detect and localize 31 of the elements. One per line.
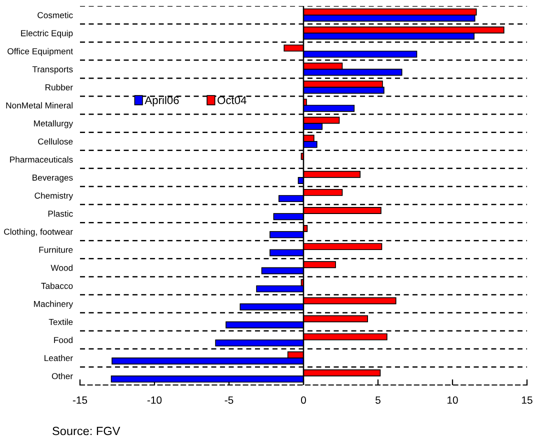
y-tick-label: Tabacco <box>41 282 73 289</box>
x-tick-label: 5 <box>376 396 380 404</box>
y-tick-label: Beverages <box>32 174 73 182</box>
source-note: Source: FGV <box>52 426 120 436</box>
y-tick-label: Plastic <box>48 210 73 217</box>
x-tick-label: 0 <box>301 396 306 404</box>
y-tick-label: NonMetal Mineral <box>6 102 72 108</box>
y-tick-label: Textile <box>48 318 73 326</box>
x-tick-label: -5 <box>224 396 234 404</box>
y-tick-label: Cosmetic <box>38 12 73 18</box>
y-tick-label: Clothing, footwear <box>4 228 73 236</box>
y-tick-label: Transports <box>32 66 73 74</box>
y-tick-label: Pharmaceuticals <box>10 156 73 163</box>
x-tick-label: -10 <box>147 396 162 404</box>
legend-label: April06 <box>144 96 179 106</box>
y-tick-label: Cellulose <box>38 138 73 145</box>
y-tick-label: Office Equipment <box>8 48 73 56</box>
y-tick-label: Electric Equip <box>21 30 73 38</box>
y-tick-label: Wood <box>50 264 72 271</box>
y-tick-label: Rubber <box>46 84 73 90</box>
x-tick-label: 15 <box>522 396 532 404</box>
x-tick-label: 10 <box>448 396 458 404</box>
legend-label: Oct04 <box>218 96 246 104</box>
y-tick-label: Other <box>52 372 73 380</box>
y-tick-label: Furniture <box>39 246 73 253</box>
y-tick-label: Machinery <box>34 300 74 309</box>
x-tick-label: -15 <box>72 396 88 404</box>
y-tick-label: Metallurgy <box>34 120 74 128</box>
y-tick-label: Leather <box>44 354 73 362</box>
y-tick-label: Chemistry <box>34 192 74 200</box>
y-tick-label: Food <box>54 336 73 344</box>
